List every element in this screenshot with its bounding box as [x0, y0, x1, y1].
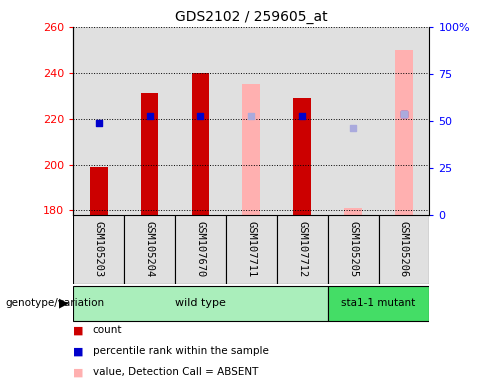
Bar	[226, 27, 277, 215]
Bar	[327, 27, 379, 215]
Bar	[379, 215, 429, 284]
Text: GSM107712: GSM107712	[297, 220, 307, 277]
Text: ■: ■	[73, 346, 84, 356]
Bar	[175, 215, 226, 284]
Text: sta1-1 mutant: sta1-1 mutant	[342, 298, 416, 308]
Bar	[73, 27, 124, 215]
Text: genotype/variation: genotype/variation	[5, 298, 104, 308]
Bar	[243, 84, 260, 215]
Text: ■: ■	[73, 325, 84, 335]
Text: GSM105206: GSM105206	[399, 220, 409, 277]
Bar	[379, 27, 429, 215]
Bar	[90, 167, 107, 215]
Bar	[327, 215, 379, 284]
Text: GSM105204: GSM105204	[144, 220, 155, 277]
Text: GSM107711: GSM107711	[246, 220, 256, 277]
Bar	[73, 215, 124, 284]
Text: GSM105205: GSM105205	[348, 220, 358, 277]
Bar	[191, 73, 209, 215]
Bar	[124, 215, 175, 284]
Bar	[226, 215, 277, 284]
Point	[145, 113, 153, 119]
Bar	[293, 98, 311, 215]
Text: GSM107670: GSM107670	[195, 220, 205, 277]
Bar	[327, 286, 429, 321]
Text: percentile rank within the sample: percentile rank within the sample	[93, 346, 268, 356]
Bar	[395, 50, 413, 215]
Point	[400, 111, 408, 117]
Title: GDS2102 / 259605_at: GDS2102 / 259605_at	[175, 10, 327, 25]
Bar	[277, 215, 327, 284]
Bar	[124, 27, 175, 215]
Bar	[175, 27, 226, 215]
Text: value, Detection Call = ABSENT: value, Detection Call = ABSENT	[93, 367, 258, 377]
Point	[95, 120, 102, 126]
Point	[247, 113, 255, 119]
Bar	[277, 27, 327, 215]
Point	[197, 113, 204, 119]
Point	[349, 125, 357, 131]
Point	[298, 113, 306, 119]
Bar	[344, 208, 362, 215]
Text: wild type: wild type	[175, 298, 226, 308]
Text: GSM105203: GSM105203	[94, 220, 103, 277]
Text: ▶: ▶	[59, 297, 68, 310]
Text: count: count	[93, 325, 122, 335]
Bar	[73, 286, 327, 321]
Text: ■: ■	[73, 367, 84, 377]
Point	[400, 111, 408, 117]
Bar	[141, 93, 159, 215]
